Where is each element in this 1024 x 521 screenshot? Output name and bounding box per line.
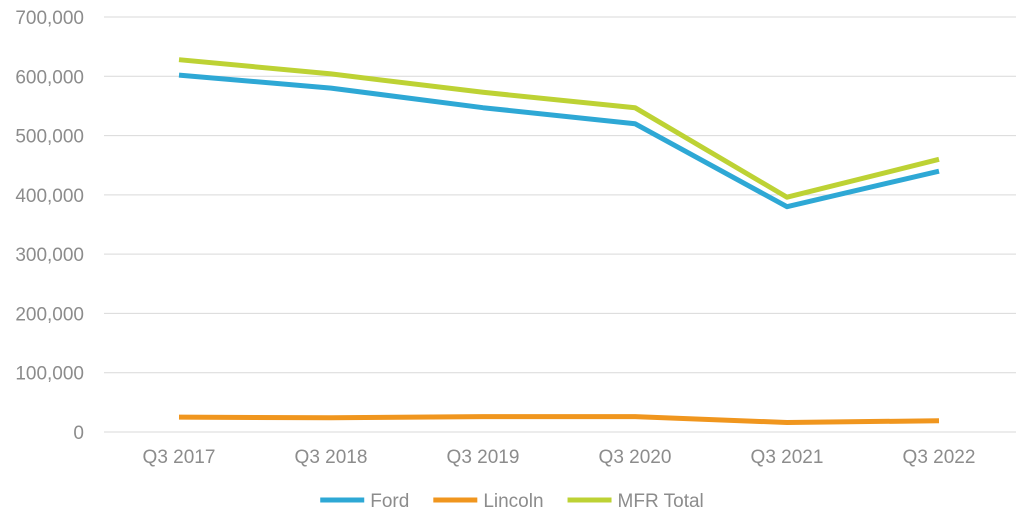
y-tick-label-2: 200,000 — [15, 304, 84, 325]
legend: Ford Lincoln MFR Total — [320, 491, 704, 512]
series-line-ford — [178, 72, 940, 210]
y-axis-tick-labels: 0 100,000 200,000 300,000 400,000 500,000 600,… — [15, 8, 84, 444]
legend-label-lincoln: Lincoln — [483, 491, 543, 512]
x-tick-label-2: Q3 2019 — [447, 447, 520, 468]
legend-item-ford: Ford — [320, 491, 409, 512]
series-line-mfr-total — [178, 57, 940, 200]
legend-item-lincoln: Lincoln — [433, 491, 544, 512]
y-tick-label-6: 600,000 — [15, 67, 84, 88]
gridlines — [104, 16, 1016, 433]
legend-item-mfr-total: MFR Total — [567, 491, 704, 512]
y-tick-label-3: 300,000 — [15, 245, 84, 266]
y-tick-label-4: 400,000 — [15, 186, 84, 207]
x-tick-label-3: Q3 2020 — [599, 447, 672, 468]
x-tick-label-5: Q3 2022 — [903, 447, 976, 468]
series-line-lincoln — [178, 414, 940, 426]
x-tick-label-4: Q3 2021 — [751, 447, 824, 468]
legend-label-mfr-total: MFR Total — [618, 491, 704, 512]
series-lines — [178, 57, 940, 426]
legend-label-ford: Ford — [370, 491, 409, 512]
x-tick-label-0: Q3 2017 — [143, 447, 216, 468]
y-tick-label-1: 100,000 — [15, 364, 84, 385]
x-axis-tick-labels: Q3 2017 Q3 2018 Q3 2019 Q3 2020 Q3 2021 Q3 20… — [143, 447, 976, 468]
y-tick-label-7: 700,000 — [15, 8, 84, 29]
y-tick-label-5: 500,000 — [15, 127, 84, 148]
y-tick-label-0: 0 — [73, 423, 84, 444]
x-tick-label-1: Q3 2018 — [295, 447, 368, 468]
